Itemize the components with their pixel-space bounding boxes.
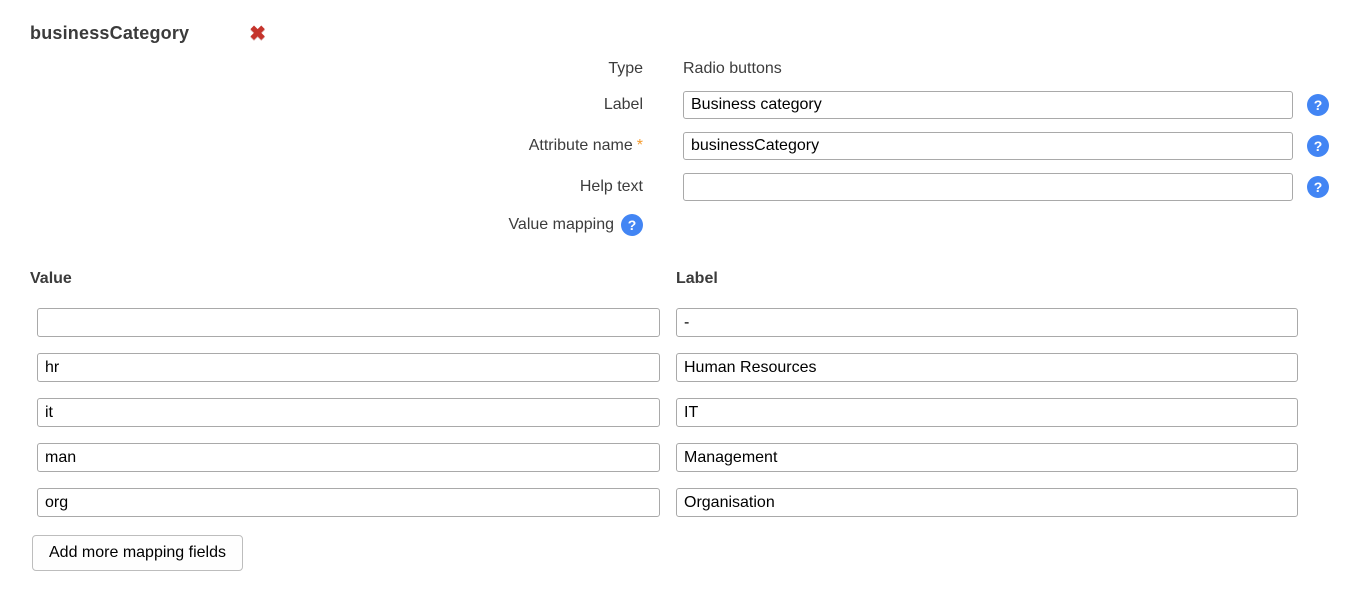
required-asterisk: * — [636, 137, 643, 154]
mapping-label-input[interactable] — [676, 488, 1298, 517]
attribute-name-row: Attribute name* ? — [30, 132, 1332, 160]
type-value: Radio buttons — [683, 60, 782, 77]
mapping-label-input[interactable] — [676, 398, 1298, 427]
value-mapping-row: Value mapping ? — [30, 214, 1332, 236]
mapping-row — [30, 443, 1332, 472]
type-label: Type — [608, 60, 643, 77]
label-label: Label — [603, 96, 643, 113]
attribute-name-input[interactable] — [683, 132, 1293, 160]
attribute-form: Type Radio buttons Label ? Attribute nam… — [30, 60, 1332, 236]
value-mapping-label: Value mapping ? — [30, 214, 643, 236]
help-text-row: Help text ? — [30, 173, 1332, 201]
label-input[interactable] — [683, 91, 1293, 119]
help-icon[interactable]: ? — [1307, 176, 1329, 198]
attribute-editor-page: businessCategory ✖ Type Radio buttons La… — [30, 22, 1332, 571]
label-column-header: Label — [676, 270, 718, 287]
mapping-label-input[interactable] — [676, 443, 1298, 472]
delete-icon[interactable]: ✖ — [249, 22, 267, 45]
mapping-value-input[interactable] — [37, 308, 660, 337]
mapping-row — [30, 353, 1332, 382]
mapping-row — [30, 398, 1332, 427]
mapping-value-input[interactable] — [37, 443, 660, 472]
field-header: businessCategory ✖ — [30, 22, 1332, 45]
mapping-row — [30, 308, 1332, 337]
help-icon[interactable]: ? — [621, 214, 643, 236]
value-mapping-section: Value Label Add more mapping fields — [30, 270, 1332, 571]
add-mapping-fields-button[interactable]: Add more mapping fields — [32, 535, 243, 571]
mapping-row — [30, 488, 1332, 517]
help-icon[interactable]: ? — [1307, 135, 1329, 157]
help-text-input[interactable] — [683, 173, 1293, 201]
mapping-label-input[interactable] — [676, 353, 1298, 382]
field-title: businessCategory — [30, 23, 190, 43]
attribute-name-label: Attribute name * — [528, 137, 643, 154]
mapping-value-input[interactable] — [37, 353, 660, 382]
mapping-column-headers: Value Label — [30, 270, 1332, 288]
help-icon[interactable]: ? — [1307, 94, 1329, 116]
label-row: Label ? — [30, 91, 1332, 119]
type-row: Type Radio buttons — [30, 60, 1332, 78]
help-text-label: Help text — [579, 178, 643, 195]
mapping-value-input[interactable] — [37, 488, 660, 517]
value-column-header: Value — [30, 270, 72, 287]
mapping-label-input[interactable] — [676, 308, 1298, 337]
mapping-value-input[interactable] — [37, 398, 660, 427]
